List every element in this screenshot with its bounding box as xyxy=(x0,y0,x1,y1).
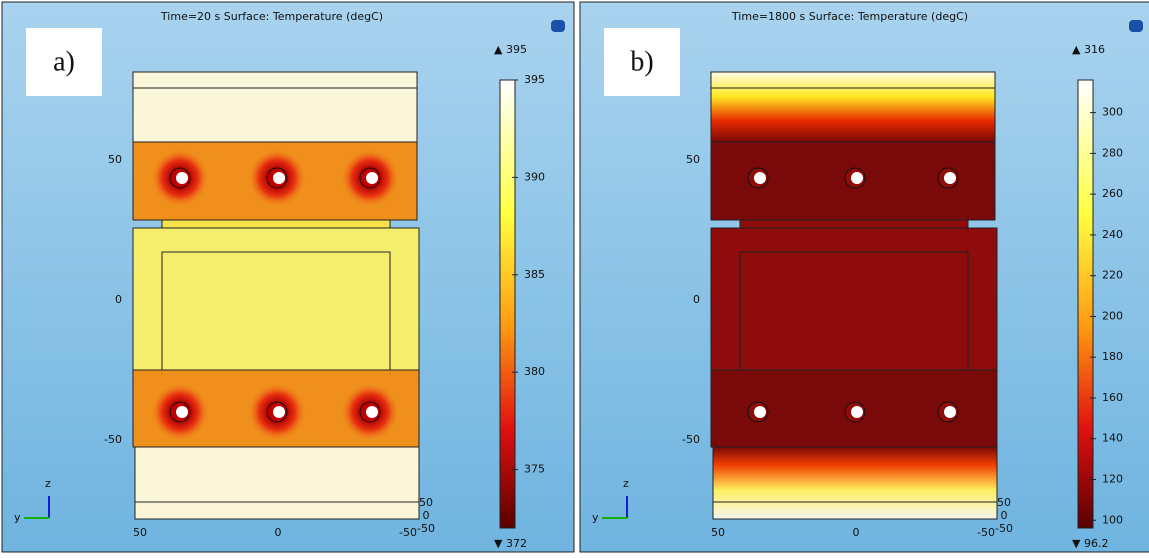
top-cap xyxy=(133,72,417,142)
y-axis-label: -50 xyxy=(995,522,1013,535)
x-axis-label: -50 xyxy=(977,526,995,539)
colorbar-tick-label: 260 xyxy=(1102,187,1123,200)
hole-inner xyxy=(851,406,863,418)
panel-label: b) xyxy=(630,46,653,77)
hole-inner xyxy=(944,172,956,184)
colorbar-tick-label: 200 xyxy=(1102,309,1123,322)
y-axis-label: 0 xyxy=(423,509,430,522)
x-axis-label: -50 xyxy=(399,526,417,539)
bottom-cap xyxy=(135,447,419,519)
x-axis-label: 0 xyxy=(853,526,860,539)
colorbar-tick-label: 390 xyxy=(524,170,545,183)
plot-title: Time=20 s Surface: Temperature (degC) xyxy=(160,10,383,23)
camera-icon xyxy=(551,20,565,32)
max-label: ▲ 395 xyxy=(494,43,527,56)
y-axis-label: 0 xyxy=(1001,509,1008,522)
panel: Time=20 s Surface: Temperature (degC) a) 5… xyxy=(2,2,574,552)
panel: Time=1800 s Surface: Temperature (degC) b… xyxy=(580,2,1149,552)
hole-inner xyxy=(366,406,378,418)
z-axis-label: 50 xyxy=(686,153,700,166)
colorbar-tick-label: 180 xyxy=(1102,350,1123,363)
triad-label: y xyxy=(14,511,21,524)
z-axis-label: 50 xyxy=(108,153,122,166)
colorbar-tick-label: 140 xyxy=(1102,432,1123,445)
camera-icon xyxy=(1129,20,1143,32)
z-axis-label: 0 xyxy=(693,293,700,306)
colorbar-tick-label: 395 xyxy=(524,73,545,86)
hole-inner xyxy=(851,172,863,184)
colorbar-tick-label: 380 xyxy=(524,365,545,378)
y-axis-label: 50 xyxy=(997,496,1011,509)
z-axis-label: -50 xyxy=(682,433,700,446)
triad-label: z xyxy=(45,477,51,490)
middle-block xyxy=(711,228,997,370)
colorbar-tick-label: 240 xyxy=(1102,228,1123,241)
hole-inner xyxy=(754,172,766,184)
top-cap xyxy=(711,72,995,142)
plot-title: Time=1800 s Surface: Temperature (degC) xyxy=(731,10,968,23)
y-axis-label: 50 xyxy=(419,496,433,509)
panel-label: a) xyxy=(53,46,75,77)
colorbar-tick-label: 220 xyxy=(1102,269,1123,282)
bottom-cap xyxy=(713,447,997,519)
min-label: ▼ 372 xyxy=(494,537,527,550)
hole-inner xyxy=(273,172,285,184)
colorbar xyxy=(500,80,515,528)
colorbar-tick-label: 160 xyxy=(1102,391,1123,404)
colorbar xyxy=(1078,80,1093,528)
figure: Time=20 s Surface: Temperature (degC) a) 5… xyxy=(0,0,1149,554)
x-axis-label: 0 xyxy=(275,526,282,539)
x-axis-label: 50 xyxy=(711,526,725,539)
hole-inner xyxy=(944,406,956,418)
triad-label: z xyxy=(623,477,629,490)
colorbar-tick-label: 375 xyxy=(524,463,545,476)
hole-inner xyxy=(176,172,188,184)
hole-inner xyxy=(366,172,378,184)
min-label: ▼ 96.2 xyxy=(1072,537,1108,550)
middle-block xyxy=(133,228,419,370)
colorbar-tick-label: 385 xyxy=(524,268,545,281)
colorbar-tick-label: 100 xyxy=(1102,513,1123,526)
hole-inner xyxy=(176,406,188,418)
colorbar-tick-label: 280 xyxy=(1102,146,1123,159)
colorbar-tick-label: 120 xyxy=(1102,472,1123,485)
hole-inner xyxy=(273,406,285,418)
max-label: ▲ 316 xyxy=(1072,43,1105,56)
hole-inner xyxy=(754,406,766,418)
y-axis-label: -50 xyxy=(417,522,435,535)
x-axis-label: 50 xyxy=(133,526,147,539)
colorbar-tick-label: 300 xyxy=(1102,106,1123,119)
z-axis-label: 0 xyxy=(115,293,122,306)
triad-label: y xyxy=(592,511,599,524)
z-axis-label: -50 xyxy=(104,433,122,446)
